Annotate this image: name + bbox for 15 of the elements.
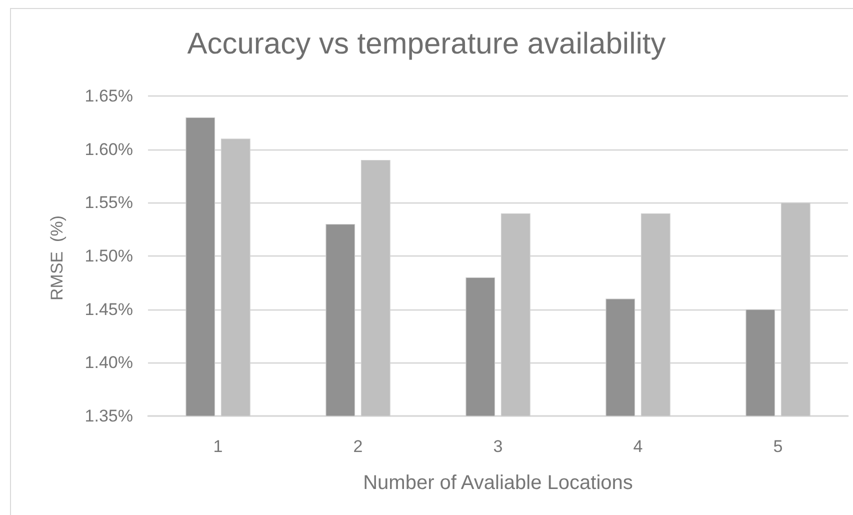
x-tick-label: 3	[493, 437, 503, 456]
x-tick-label: 1	[213, 437, 223, 456]
y-tick-label: 1.45%	[84, 300, 133, 319]
y-tick-label: 1.55%	[84, 193, 133, 212]
y-tick-label: 1.40%	[84, 353, 133, 372]
x-tick-label: 2	[353, 437, 363, 456]
x-tick-label: 4	[633, 437, 643, 456]
y-tick-label: 1.35%	[84, 406, 133, 426]
y-tick-label: 1.65%	[84, 86, 133, 106]
chart-title: Accuracy vs temperature availability	[187, 28, 666, 60]
y-tick-label: 1.60%	[84, 140, 133, 159]
y-axis-title: RMSE (%)	[48, 216, 66, 300]
y-tick-label: 1.50%	[84, 246, 133, 266]
x-tick-label: 5	[773, 437, 783, 456]
x-axis-title: Number of Avaliable Locations	[363, 472, 633, 494]
